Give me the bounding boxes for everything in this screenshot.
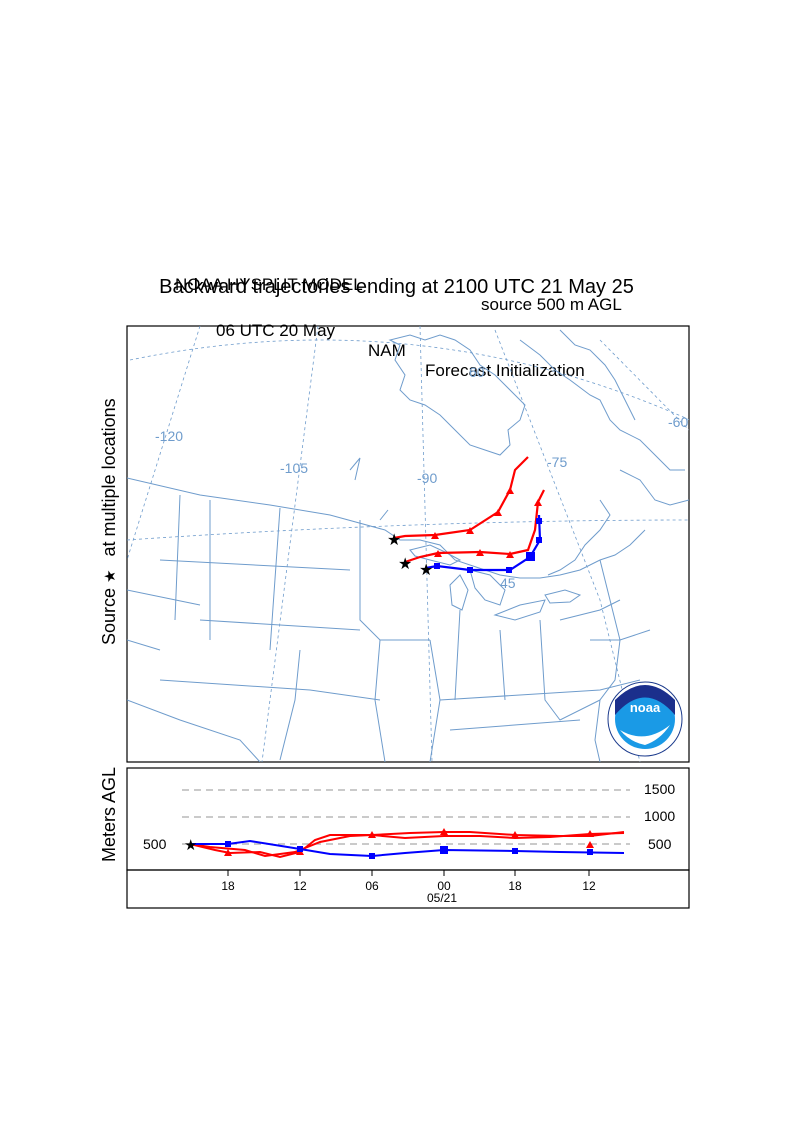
time-ticks — [227, 870, 590, 876]
blue-marker — [536, 537, 542, 543]
trajectory-blue-1 — [425, 514, 542, 572]
height-label: 500 — [648, 836, 672, 852]
logo-text: noaa — [630, 700, 661, 715]
height-labels: 1500 1000 500 500 — [143, 781, 675, 852]
vertical-frame — [126, 767, 690, 871]
time-label: 00 — [437, 879, 451, 893]
model-name: NOAA HYSPLIT MODEL — [175, 275, 363, 294]
title-line-1: NOAA HYSPLIT MODEL source 500 m AGL — [0, 255, 793, 315]
main-title: Backward trajectories ending at 2100 UTC… — [159, 276, 634, 298]
graticule — [127, 326, 689, 762]
lon-label: -90 — [417, 470, 437, 486]
lon-label: -105 — [280, 460, 308, 476]
height-label: 1500 — [644, 781, 675, 797]
time-label: 18 — [508, 879, 522, 893]
time-label: 12 — [293, 879, 307, 893]
blue-marker — [536, 518, 542, 524]
basemap: -120 -105 -90 -75 -60 60 45 — [127, 326, 689, 762]
red-marker — [506, 551, 514, 558]
blue-marker — [526, 552, 535, 561]
time-label: 12 — [582, 879, 596, 893]
grid-labels: -120 -105 -90 -75 -60 60 45 — [155, 364, 688, 591]
time-labels: 18 12 06 00 18 12 05/21 — [221, 879, 596, 905]
red-marker — [434, 550, 442, 557]
star-icon: ★ — [184, 837, 197, 854]
lat-label: 45 — [500, 575, 516, 591]
trajectory-red-1 — [393, 456, 529, 540]
height-gridlines — [182, 789, 630, 845]
red-marker — [466, 527, 474, 534]
time-label: 06 — [365, 879, 379, 893]
lon-label: -75 — [547, 454, 567, 470]
start-height-label: 500 — [143, 836, 167, 852]
blue-marker — [467, 567, 473, 573]
lon-label: -120 — [155, 428, 183, 444]
red-marker — [494, 509, 502, 516]
blue-marker — [434, 563, 440, 569]
star-icon: ★ — [398, 556, 412, 573]
star-icon: ★ — [387, 532, 401, 549]
star-icon: ★ — [419, 562, 433, 579]
red-marker — [476, 549, 484, 556]
profile-markers — [224, 828, 594, 859]
coastlines-borders — [127, 329, 689, 762]
lat-label: 60 — [469, 364, 485, 380]
red-marker — [431, 532, 439, 539]
trajectory-markers — [431, 487, 542, 573]
date-label: 05/21 — [427, 891, 457, 905]
source-height: source 500 m AGL — [481, 295, 622, 314]
noaa-logo: noaa — [607, 681, 683, 757]
map-frame — [126, 325, 690, 763]
time-label: 18 — [221, 879, 235, 893]
lon-label: -60 — [668, 414, 688, 430]
red-marker — [506, 487, 514, 494]
red-marker — [534, 499, 542, 506]
time-axis-frame — [126, 869, 690, 909]
source-stars: ★ ★ ★ — [387, 532, 433, 579]
blue-marker — [506, 567, 512, 573]
height-label: 1000 — [644, 808, 675, 824]
